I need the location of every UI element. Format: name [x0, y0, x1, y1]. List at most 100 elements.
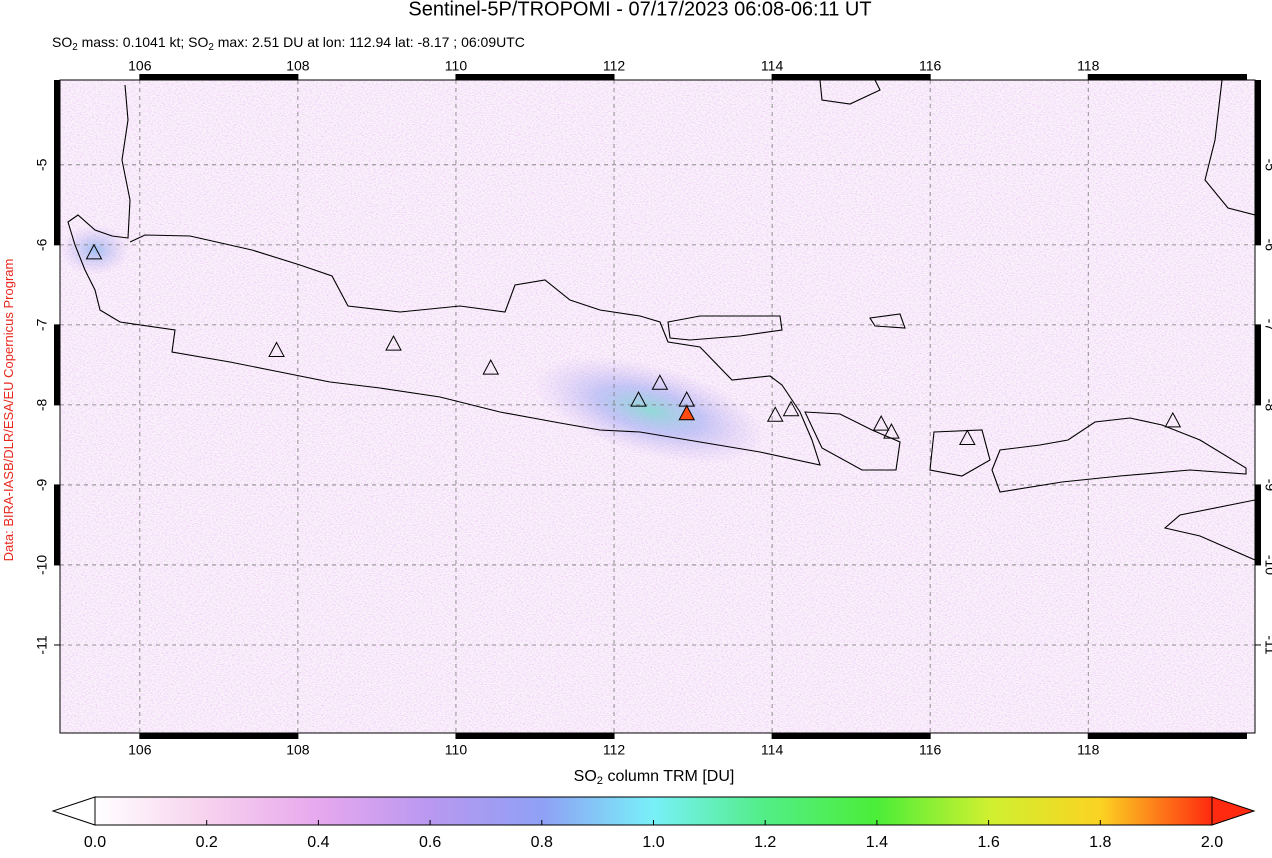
colorbar-label: SO2 column TRM [DU] — [574, 768, 735, 787]
map-area — [60, 80, 1255, 733]
credit: Data: BIRA-IASB/DLR/ESA/EU Copernicus Pr… — [1, 259, 16, 562]
coastline — [929, 429, 991, 477]
so2-plume — [533, 356, 767, 464]
y-tick-label: -8 — [34, 398, 50, 411]
colorbar-tick-label: 1.0 — [642, 834, 664, 851]
frame-segment — [139, 733, 298, 739]
colorbar-tick-label: 0.0 — [84, 834, 106, 851]
frame-segment — [1255, 80, 1261, 165]
y-tick-label: -7 — [34, 318, 50, 331]
so2-plume — [60, 225, 130, 275]
volcano — [766, 406, 784, 422]
colorbar-tick-label: 1.4 — [866, 834, 888, 851]
colorbar-tick-label: 0.8 — [531, 834, 553, 851]
x-tick-label: 108 — [286, 58, 310, 74]
frame-segment — [54, 484, 60, 565]
x-tick-label: 114 — [761, 58, 784, 74]
volcano — [630, 391, 647, 407]
x-tick-label: 112 — [603, 742, 626, 758]
coastline — [67, 84, 821, 466]
x-tick-label: 114 — [761, 742, 784, 758]
subscript: 2 — [208, 42, 213, 53]
y-tick-label: -10 — [1262, 555, 1272, 575]
volcano — [872, 415, 890, 431]
subscript: 2 — [597, 775, 603, 787]
coastline — [1204, 80, 1255, 216]
volcano — [883, 423, 900, 439]
frame-segment — [54, 164, 60, 245]
y-tick-label: -6 — [34, 238, 50, 251]
colorbar-tick-label: 0.2 — [196, 834, 218, 851]
colorbar-tick-label: 2.0 — [1201, 834, 1223, 851]
frame: 106 106 108 108 110 110 112 112 114 114 116 116 118 1… — [34, 58, 1272, 758]
x-tick-label: 110 — [445, 58, 468, 74]
subscript: 2 — [72, 42, 77, 53]
x-tick-label: 106 — [128, 58, 152, 74]
y-tick-label: -5 — [1262, 159, 1272, 172]
frame-segment — [1255, 164, 1261, 245]
x-tick-label: 116 — [919, 58, 942, 74]
colorbar-arrow — [1211, 796, 1256, 826]
frame-segment — [455, 74, 615, 80]
volcano — [678, 404, 696, 421]
volcanoes — [85, 243, 1182, 446]
frame-segment — [1255, 324, 1261, 405]
frame-segment — [772, 733, 931, 739]
x-tick-label: 108 — [286, 742, 310, 758]
y-tick-label: -6 — [1262, 239, 1272, 252]
y-tick-label: -5 — [34, 158, 50, 171]
subtitle: SO2 mass: 0.1041 kt; SO2 max: 2.51 DU at… — [52, 34, 525, 53]
x-tick-label: 118 — [1077, 742, 1100, 758]
text-part: column TRM [DU] — [603, 768, 734, 785]
text-part: SO — [574, 768, 597, 785]
coastline — [991, 417, 1247, 493]
colorbar: 0.0 0.2 0.4 0.6 0.8 1.0 1.2 1.4 1.6 1.8 2.0 — [51, 796, 1256, 851]
y-tick-label: -9 — [1262, 479, 1272, 492]
map-border — [59, 79, 1256, 734]
text-part: SO — [52, 34, 72, 50]
coastline — [1163, 499, 1255, 561]
frame-segment — [54, 324, 60, 405]
volcano — [85, 243, 103, 260]
frame-segment — [1088, 74, 1247, 80]
text-part: max: 2.51 DU at lon: 112.94 lat: -8.17 ;… — [214, 34, 525, 50]
volcano — [385, 335, 402, 351]
frame-segment — [54, 80, 60, 165]
colorbar-tick-label: 0.4 — [307, 834, 329, 851]
frame-segment — [1255, 484, 1261, 565]
y-tick-label: -7 — [1262, 319, 1272, 332]
text-part: mass: 0.1041 kt; SO — [78, 34, 209, 50]
volcano — [651, 374, 669, 390]
frame-segment — [772, 74, 931, 80]
frame-segment — [139, 74, 298, 80]
coastline — [819, 80, 881, 105]
frame-segment — [1088, 733, 1247, 739]
x-tick-label: 112 — [603, 58, 626, 74]
x-tick-label: 110 — [445, 742, 468, 758]
y-tick-label: -8 — [1262, 399, 1272, 412]
grid — [60, 80, 1255, 733]
x-tick-label: 116 — [919, 742, 942, 758]
y-tick-label: -9 — [34, 478, 50, 491]
y-tick-label: -10 — [34, 555, 50, 575]
colorbar-arrow — [51, 796, 96, 826]
volcano — [268, 341, 285, 357]
colorbar-tick-label: 0.6 — [419, 834, 441, 851]
coastline — [667, 315, 783, 341]
x-tick-label: 106 — [128, 742, 152, 758]
title: Sentinel-5P/TROPOMI - 07/17/2023 06:08-0… — [408, 0, 871, 20]
colorbar-tick-label: 1.8 — [1089, 834, 1111, 851]
volcano — [958, 429, 976, 446]
volcano — [482, 359, 500, 375]
x-tick-label: 118 — [1077, 58, 1100, 74]
y-tick-label: -11 — [34, 635, 50, 654]
volcano — [1164, 411, 1182, 428]
frame-segment — [455, 733, 615, 739]
colorbar-gradient — [94, 796, 1213, 826]
colorbar-tick-label: 1.2 — [754, 834, 776, 851]
colorbar-tick-label: 1.6 — [977, 834, 999, 851]
volcano — [782, 400, 800, 417]
y-tick-label: -11 — [1262, 635, 1272, 654]
